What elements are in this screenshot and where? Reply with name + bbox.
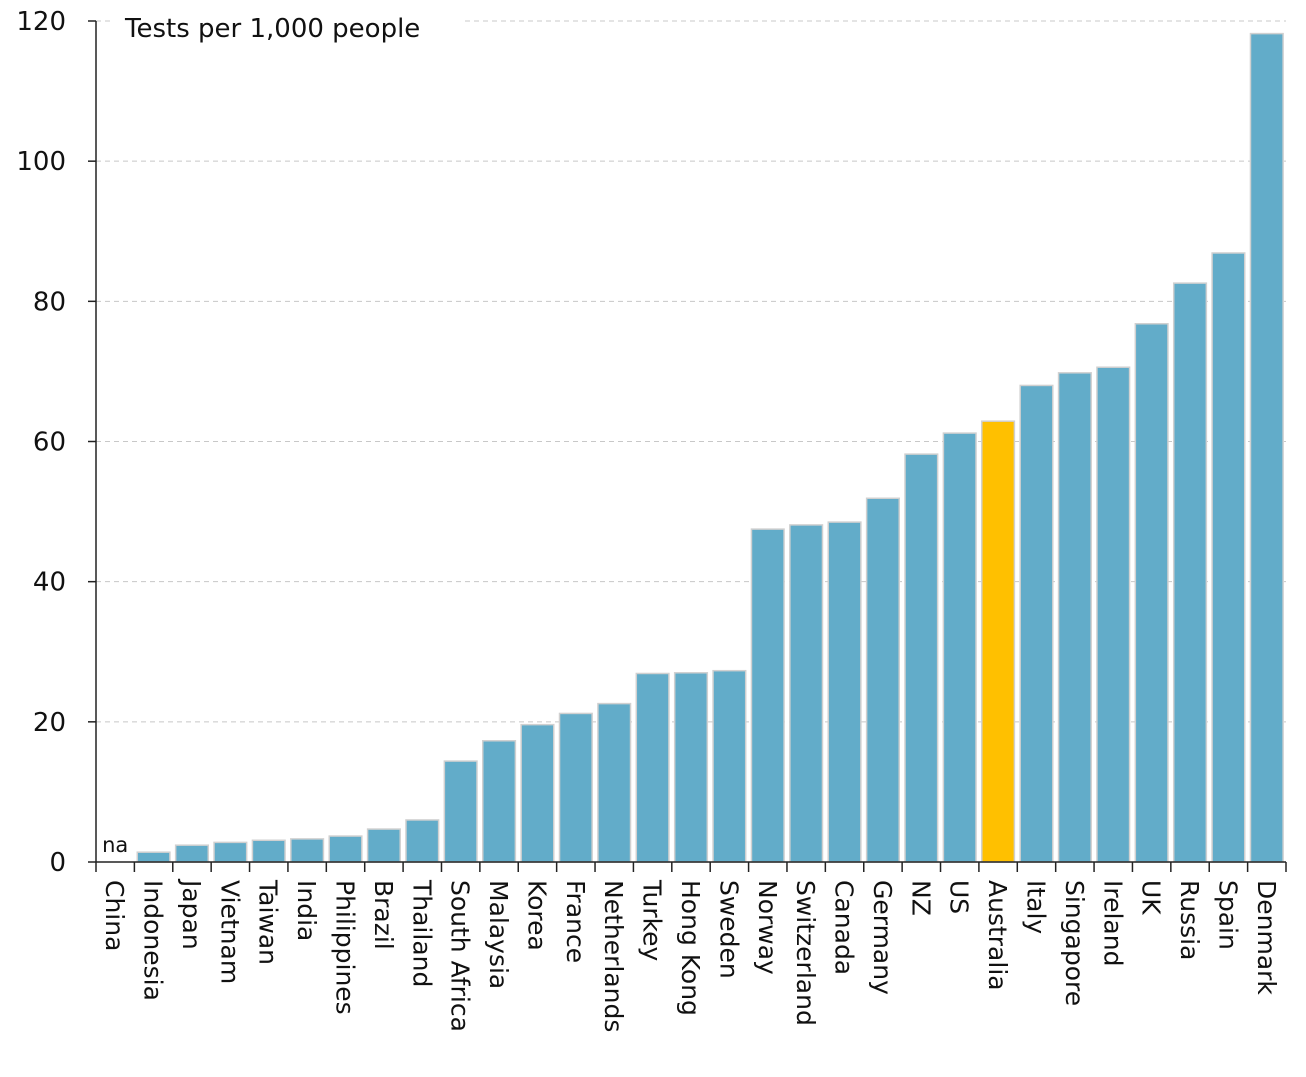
bar-canada	[827, 521, 862, 863]
x-tick-label-spain: Spain	[1213, 880, 1242, 950]
bar-us	[942, 432, 977, 863]
bar-germany	[865, 497, 901, 863]
y-tick-labels: 0 20 40 60 80 100 120	[16, 7, 66, 878]
x-tick-label-malaysia: Malaysia	[484, 880, 513, 989]
y-tick-label-40: 40	[33, 568, 66, 598]
x-tick-label-korea: Korea	[522, 880, 551, 951]
x-tick-label-hong-kong: Hong Kong	[676, 880, 705, 1016]
x-tick-label-brazil: Brazil	[369, 880, 398, 950]
x-tick-label-ireland: Ireland	[1098, 880, 1127, 966]
bar-ireland	[1096, 366, 1131, 863]
bar-spain	[1211, 252, 1246, 863]
y-tick-label-120: 120	[16, 7, 66, 37]
bar-brazil	[366, 828, 401, 863]
bar-italy	[1019, 384, 1054, 863]
y-tick-label-60: 60	[33, 428, 66, 458]
y-tick-label-100: 100	[16, 147, 66, 177]
bar-sweden	[712, 669, 747, 863]
bars: na	[102, 32, 1284, 863]
x-tick-label-russia: Russia	[1175, 880, 1204, 960]
bar-netherlands	[597, 702, 632, 863]
x-tick-label-australia: Australia	[983, 880, 1012, 991]
bar-india	[290, 838, 325, 863]
x-tick-label-thailand: Thailand	[407, 879, 436, 987]
bar-south-africa	[443, 760, 478, 863]
x-tick-label-switzerland: Switzerland	[791, 880, 820, 1026]
bar-japan	[174, 844, 210, 863]
x-tick-label-denmark: Denmark	[1252, 880, 1281, 995]
x-tick-label-germany: Germany	[868, 880, 897, 995]
x-tick-label-philippines: Philippines	[331, 880, 360, 1015]
missing-value-label-china: na	[102, 833, 128, 857]
bar-singapore	[1057, 372, 1092, 863]
x-tick-label-japan: Japan	[177, 878, 206, 950]
x-tick-label-turkey: Turkey	[638, 879, 667, 962]
x-tick-label-china: China	[100, 880, 129, 951]
bar-indonesia	[136, 851, 171, 863]
bar-russia	[1172, 282, 1208, 863]
x-tick-label-nz: NZ	[906, 880, 935, 916]
bar-denmark	[1249, 32, 1284, 863]
x-tick-label-taiwan: Taiwan	[254, 879, 283, 965]
y-tick-label-0: 0	[49, 848, 66, 878]
bar-malaysia	[482, 740, 517, 863]
y-tick-label-20: 20	[33, 708, 66, 738]
bar-philippines	[328, 835, 363, 863]
x-tick-label-indonesia: Indonesia	[139, 880, 168, 1001]
unit-label-background	[110, 8, 465, 48]
y-tick-label-80: 80	[33, 287, 66, 317]
x-tick-label-us: US	[945, 880, 974, 914]
x-tick-label-singapore: Singapore	[1060, 880, 1089, 1006]
bar-thailand	[405, 819, 440, 863]
bar-taiwan	[251, 839, 286, 863]
x-tick-label-italy: Italy	[1021, 880, 1050, 934]
bar-nz	[904, 453, 939, 863]
bar-france	[558, 712, 593, 863]
bar-korea	[520, 723, 555, 863]
bar-australia	[981, 420, 1016, 863]
bar-uk	[1134, 323, 1169, 863]
bar-norway	[750, 528, 785, 863]
x-tick-label-canada: Canada	[830, 880, 859, 975]
axes	[88, 20, 1287, 872]
bar-hong-kong	[673, 672, 709, 863]
bar-turkey	[635, 672, 670, 863]
x-tick-label-vietnam: Vietnam	[215, 880, 244, 984]
x-tick-label-south-africa: South Africa	[446, 880, 475, 1032]
x-tick-label-uk: UK	[1137, 880, 1166, 915]
x-tick-label-india: India	[292, 880, 321, 941]
x-tick-label-netherlands: Netherlands	[599, 880, 628, 1032]
x-tick-label-france: France	[561, 880, 590, 963]
x-tick-label-sweden: Sweden	[714, 880, 743, 979]
y-axis-unit-label: Tests per 1,000 people	[124, 14, 420, 44]
x-tick-labels: China Indonesia Japan Vietnam Taiwan India Phi…	[100, 878, 1281, 1032]
x-tick-label-norway: Norway	[753, 880, 782, 975]
bar-vietnam	[213, 841, 248, 863]
bar-switzerland	[789, 524, 824, 863]
